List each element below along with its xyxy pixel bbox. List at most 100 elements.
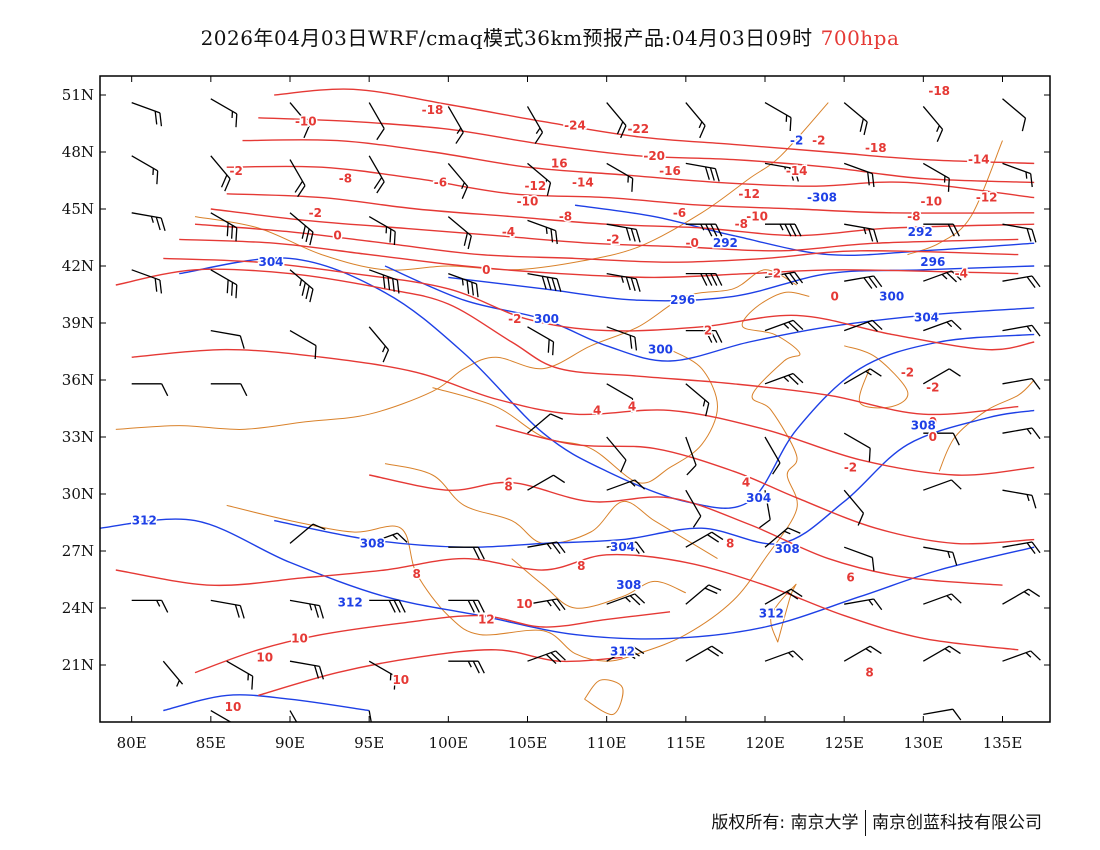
wind-barb-feather — [794, 223, 802, 237]
wind-barb-feather — [239, 335, 245, 349]
wind-barb-feather — [759, 519, 771, 529]
wind-barb-half-feather — [546, 543, 552, 550]
wind-barb-shaft — [923, 319, 952, 332]
wind-barb-feather — [620, 459, 627, 473]
wind-barb-feather — [398, 600, 406, 613]
wind-barb-feather — [393, 676, 396, 690]
geopotential-label: 312 — [759, 607, 784, 621]
wind-barb-feather — [1031, 275, 1041, 288]
wind-barb-half-feather — [620, 276, 625, 283]
temperature-label: 0 — [929, 415, 937, 429]
wind-barb — [843, 368, 882, 385]
wind-barb — [210, 710, 238, 722]
temperature-contours-layer — [115, 88, 1035, 697]
wind-barb-feather — [711, 531, 724, 541]
wind-barb-shaft — [289, 159, 306, 186]
wind-barb-feather — [632, 645, 645, 655]
wind-barb — [923, 432, 960, 446]
temperature-label: -12 — [525, 179, 547, 193]
wind-barb — [759, 490, 771, 529]
wind-barb — [289, 102, 310, 139]
map-frame — [99, 75, 1051, 723]
wind-barb-half-feather — [467, 660, 472, 668]
wind-barb — [765, 223, 802, 237]
wind-barb-feather — [467, 600, 475, 613]
temperature-label: -6 — [673, 206, 686, 220]
temperature-contour — [194, 223, 1019, 263]
wind-barb-feather — [309, 231, 314, 246]
wind-barb-feather — [550, 228, 554, 243]
wind-barb-feather — [1030, 173, 1033, 188]
temperature-label: -2 — [309, 206, 322, 220]
wind-barb-half-feather — [385, 226, 388, 234]
wind-barb-feather — [1030, 650, 1041, 661]
wind-barb-feather — [239, 605, 245, 619]
wind-barb-feather — [630, 277, 636, 291]
wind-barb-feather — [1031, 495, 1037, 509]
wind-barb-feather — [156, 170, 159, 185]
wind-barb-shaft — [606, 383, 634, 400]
wind-barb — [844, 598, 883, 611]
wind-barb-half-feather — [784, 166, 788, 174]
wind-barb-half-feather — [1026, 494, 1030, 502]
wind-barb-feather — [314, 345, 317, 360]
wind-barb-feather — [235, 227, 238, 242]
wind-barb-feather — [1031, 378, 1041, 390]
geopotential-label: 304 — [258, 255, 283, 269]
temperature-label: -20 — [643, 149, 665, 163]
wind-barb-shaft — [1002, 377, 1033, 385]
wind-barb-shaft — [527, 474, 554, 491]
wind-barb — [685, 645, 724, 662]
temperature-label: -2 — [901, 365, 914, 379]
wind-barb-feather — [294, 180, 304, 193]
lon-tick-label: 130E — [904, 734, 944, 752]
temperature-label: -14 — [786, 164, 808, 178]
lon-tick-label: 125E — [824, 734, 864, 752]
wind-barb-feather — [313, 665, 320, 679]
temperature-label: -2 — [768, 267, 781, 281]
wind-barb-feather — [161, 383, 169, 397]
wind-barb — [289, 599, 324, 619]
wind-barb-half-feather — [544, 179, 548, 187]
wind-barb-feather — [240, 383, 248, 397]
wind-barb-feather — [616, 121, 624, 135]
wind-barb-feather — [859, 118, 864, 132]
temperature-label: -18 — [865, 141, 887, 155]
wind-barb — [922, 368, 961, 385]
wind-barb — [131, 269, 163, 294]
geopotential-label: 312 — [610, 645, 635, 659]
wind-barb-shaft — [289, 330, 317, 347]
wind-barb — [289, 212, 314, 246]
wind-barb — [922, 162, 950, 192]
wind-barb-feather — [550, 652, 562, 663]
lon-tick-label: 115E — [666, 734, 706, 752]
temperature-label: -18 — [928, 84, 950, 98]
temperature-label: 0 — [929, 430, 937, 444]
wind-barb-feather — [546, 276, 552, 291]
wind-barb — [1002, 541, 1041, 555]
boundary-line — [115, 269, 797, 430]
wind-barb-feather — [873, 229, 879, 243]
lat-tick-label: 48N — [62, 143, 94, 161]
wind-barb — [923, 708, 962, 721]
wind-barb-half-feather — [1026, 325, 1032, 333]
wind-barb-feather — [705, 273, 713, 286]
wind-barb — [131, 155, 159, 185]
wind-barb-shaft — [606, 479, 636, 491]
temperature-label: 0 — [333, 229, 341, 243]
chart-title: 2026年04月03日WRF/cmaq模式36km预报产品:04月03日09时 7… — [0, 22, 1100, 51]
wind-barb-feather — [951, 479, 962, 490]
wind-barb — [527, 413, 564, 434]
wind-barb-half-feather — [865, 648, 872, 653]
wind-barb-shaft — [922, 645, 950, 662]
temperature-label: 8 — [413, 567, 421, 581]
wind-barb-feather — [313, 604, 320, 618]
temperature-label: 10 — [291, 631, 308, 645]
boundary-line — [384, 463, 718, 560]
wind-barb-feather — [947, 178, 950, 192]
temperature-label: -0 — [686, 236, 699, 250]
wind-barb-feather — [788, 167, 795, 181]
wind-barb-half-feather — [627, 175, 629, 183]
company-text: 南京创蓝科技有限公司 — [872, 813, 1042, 833]
wind-barb — [448, 546, 485, 560]
